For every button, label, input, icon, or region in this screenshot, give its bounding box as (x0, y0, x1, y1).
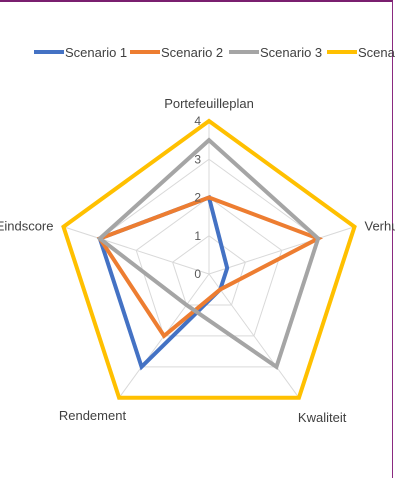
tick-label-4: 4 (194, 114, 201, 128)
grid-spoke-3 (208, 273, 300, 399)
tick-label-1: 1 (194, 229, 201, 243)
radar-grid (62, 120, 356, 399)
tick-label-0: 0 (194, 267, 201, 281)
axis-label-eindscore: Eindscore (0, 219, 53, 234)
grid-ring-3 (99, 158, 319, 368)
axis-labels: Portefeuilleplan Verhuurbaarheid Kwaliteit… (0, 96, 395, 425)
series-line-2 (96, 195, 324, 339)
series-group (61, 118, 357, 400)
tick-labels: 0 1 2 3 4 (194, 114, 201, 281)
series-line-3 (96, 137, 321, 371)
legend-label-3: Scenario 3 (260, 45, 322, 60)
tick-label-2: 2 (194, 191, 201, 205)
legend-label-4: Scenario 4 (358, 45, 395, 60)
legend-label-1: Scenario 1 (65, 45, 127, 60)
axis-label-portefeuilleplan: Portefeuilleplan (164, 96, 254, 111)
tick-label-3: 3 (194, 152, 201, 166)
grid-spoke-2 (208, 226, 355, 275)
grid-spoke-5 (63, 226, 210, 275)
axis-label-verhuurbaarheid: Verhuurbaarheid (365, 219, 395, 234)
grid-ring-1 (172, 235, 246, 306)
axis-label-rendement: Rendement (59, 408, 127, 423)
legend: Scenario 1 Scenario 2 Scenario 3 Scenario 4 (34, 45, 395, 60)
axis-label-kwaliteit: Kwaliteit (298, 410, 347, 425)
grid-ring-2 (135, 196, 283, 337)
series-line-4 (61, 118, 357, 400)
legend-label-2: Scenario 2 (161, 45, 223, 60)
